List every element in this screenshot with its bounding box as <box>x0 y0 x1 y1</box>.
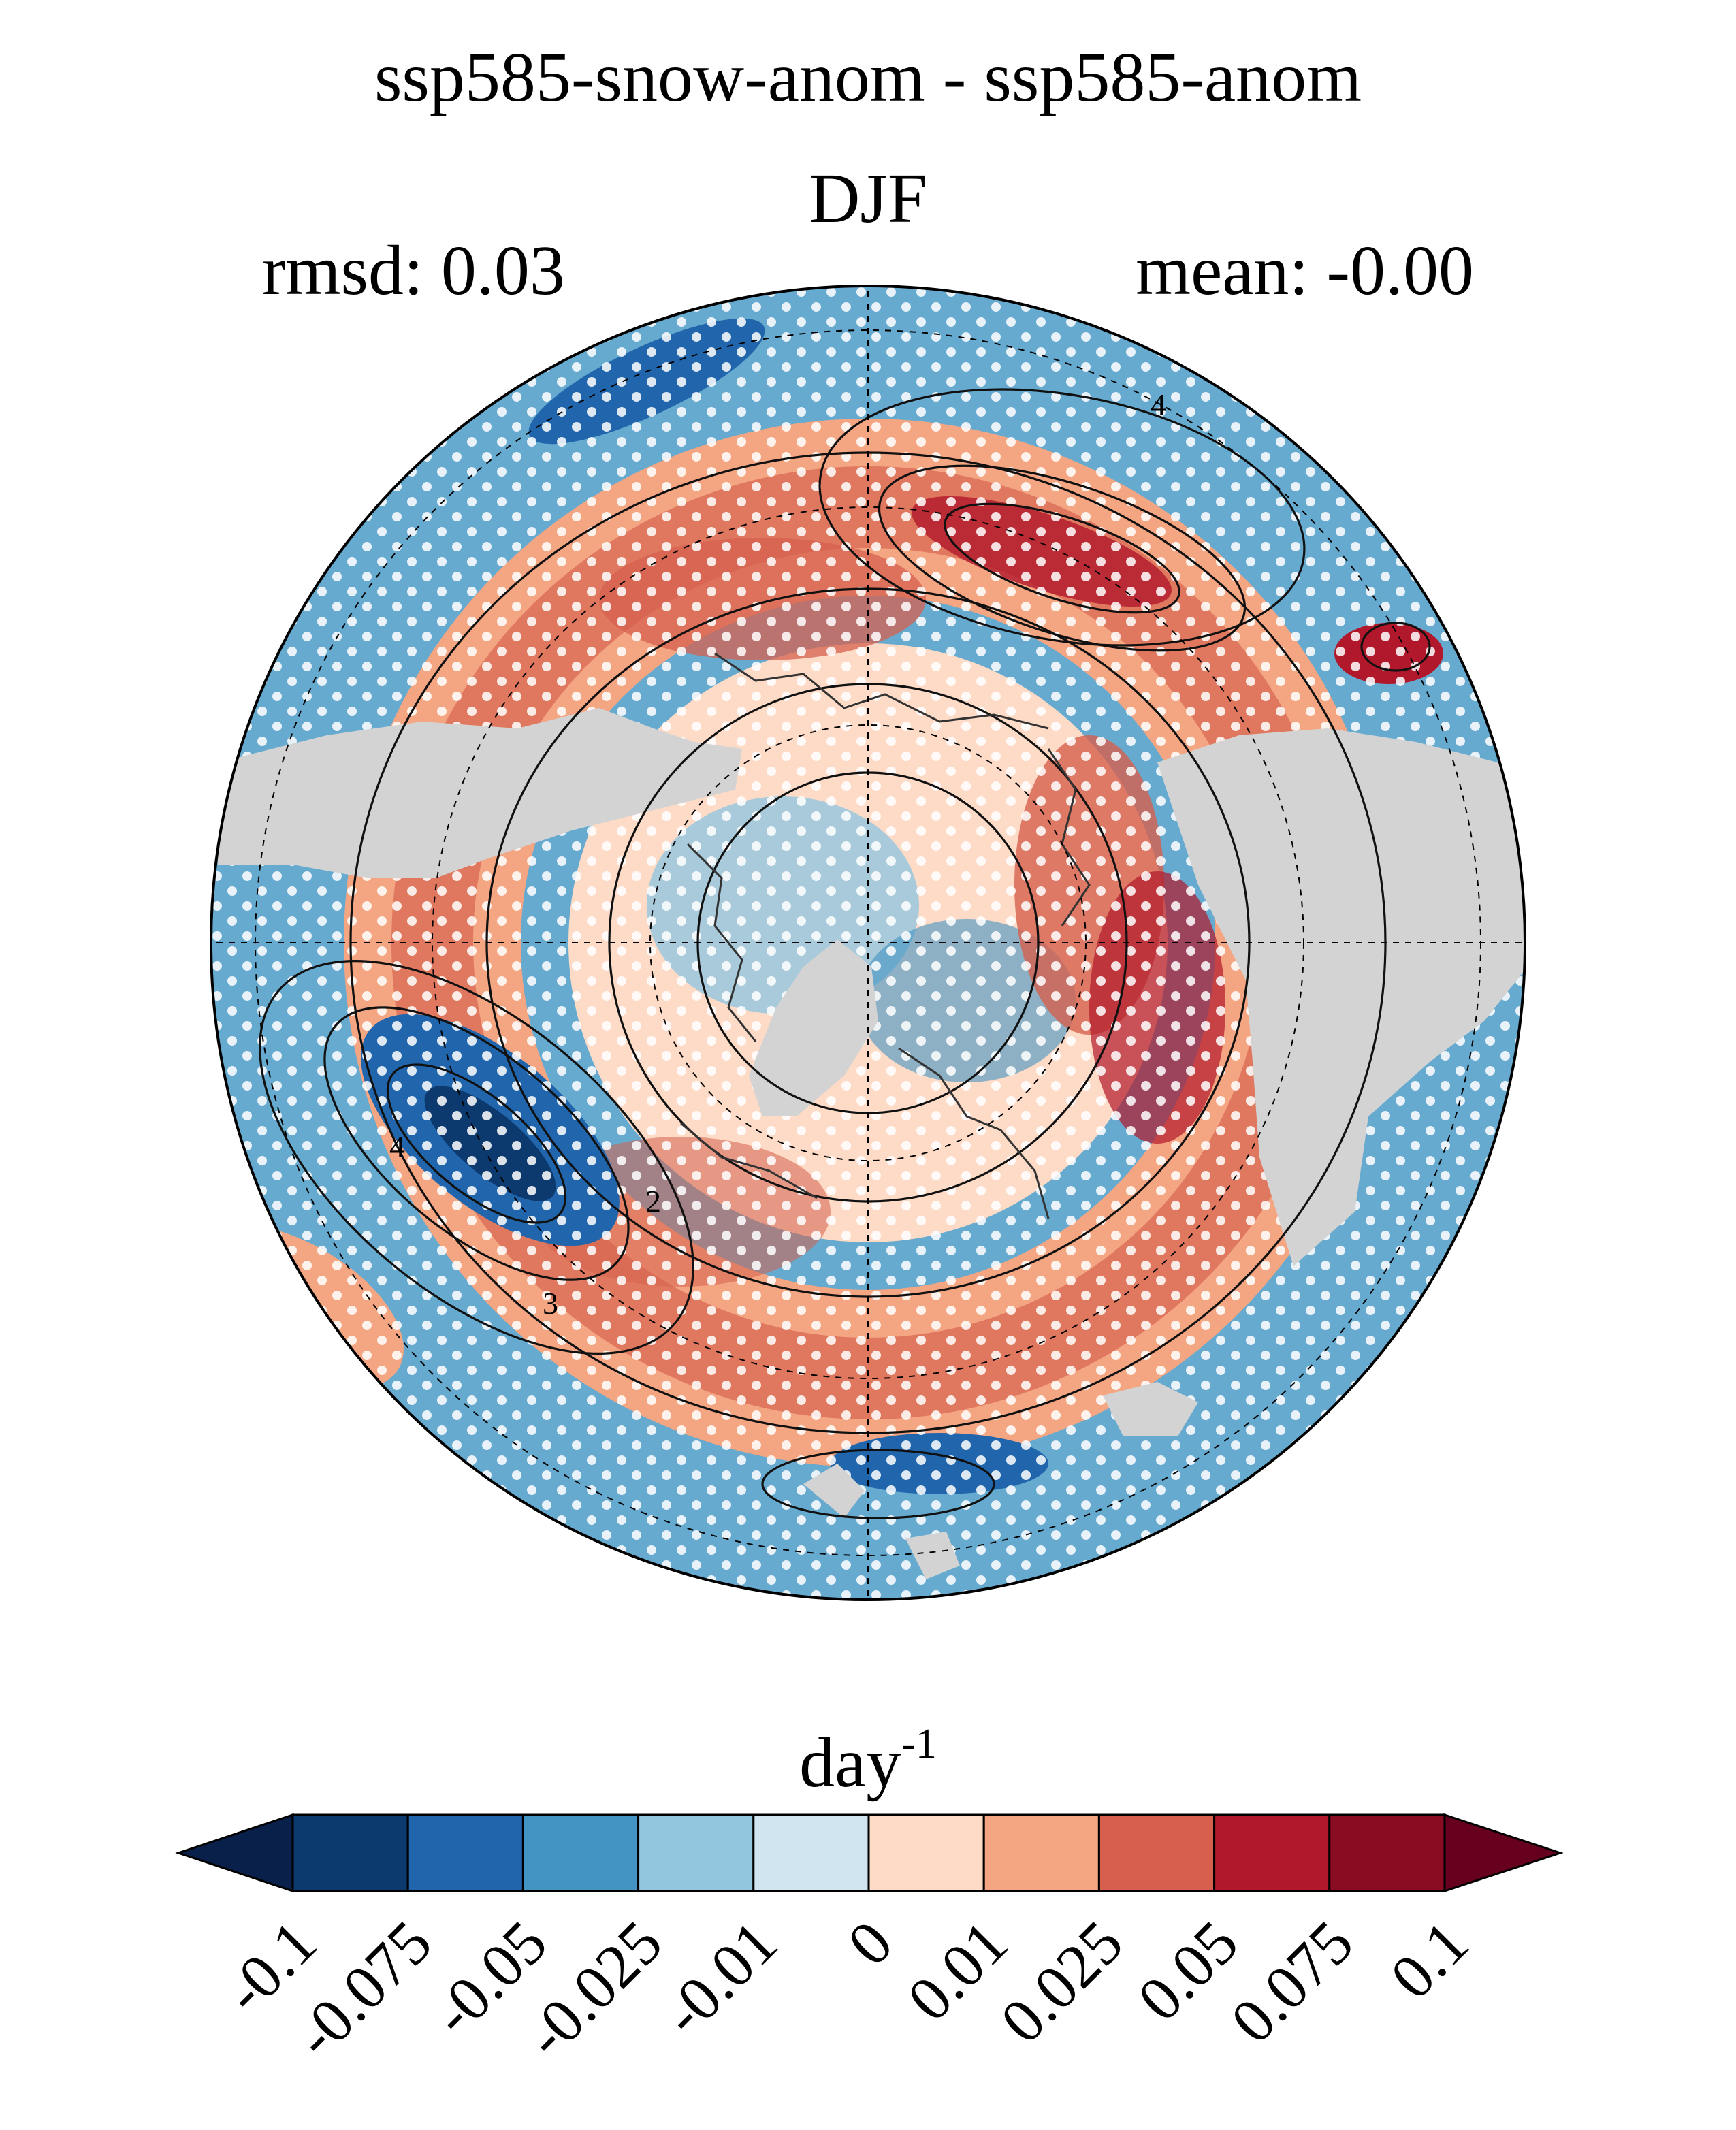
contour-label: 4 <box>389 1129 405 1164</box>
contour-label: 2 <box>645 1184 661 1219</box>
colorbar-tick-label: 0.075 <box>1217 1907 1366 2056</box>
rmsd-label: rmsd: 0.03 <box>262 231 565 310</box>
colorbar-box <box>521 1813 640 1892</box>
contour-label: 4 <box>1151 387 1166 422</box>
units-exponent: -1 <box>901 1721 937 1767</box>
contour-label: 3 <box>543 1286 558 1321</box>
colorbar-extend-high <box>1443 1813 1564 1893</box>
mean-label: mean: -0.00 <box>1136 231 1474 310</box>
colorbar-tick-label: -0.01 <box>649 1907 790 2049</box>
colorbar-tick-label: 0 <box>834 1907 905 1979</box>
polar-map: 4 2 4 3 <box>210 285 1526 1601</box>
colorbar-box <box>982 1813 1100 1892</box>
colorbar-tick-label: -0.025 <box>512 1907 675 2071</box>
colorbar-box <box>1097 1813 1216 1892</box>
figure-subtitle: DJF <box>809 159 927 238</box>
colorbar-tick-label: 0.025 <box>987 1907 1136 2056</box>
colorbar-tick-label: -0.075 <box>281 1907 445 2071</box>
map-field: 4 2 4 3 <box>211 286 1525 1600</box>
colorbar-box <box>867 1813 985 1892</box>
colorbar-tick-label: 0.1 <box>1377 1907 1481 2012</box>
colorbar-box <box>752 1813 870 1892</box>
colorbar-box <box>291 1813 409 1892</box>
colorbar-box <box>1328 1813 1446 1892</box>
colorbar-units: day-1 <box>0 1722 1736 1803</box>
units-base: day <box>799 1724 902 1802</box>
colorbar-box <box>637 1813 755 1892</box>
figure-title: ssp585-snow-anom - ssp585-anom <box>374 38 1362 116</box>
map-border <box>210 285 1526 1601</box>
colorbar-extend-low <box>175 1813 294 1893</box>
colorbar-box <box>406 1813 524 1892</box>
colorbar-box <box>1213 1813 1331 1892</box>
